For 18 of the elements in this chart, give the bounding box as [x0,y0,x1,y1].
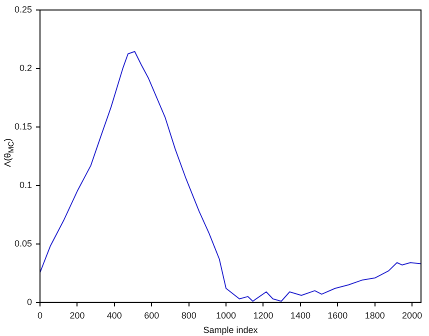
x-tick-label: 800 [181,310,196,320]
x-tick-label: 1000 [216,310,236,320]
x-tick-label: 400 [106,310,122,320]
y-tick-label: 0.05 [14,238,32,248]
x-tick-label: 1800 [364,310,385,320]
y-tick-label: 0.25 [14,4,32,14]
x-tick-label: 200 [70,310,85,320]
x-tick-label: 2000 [402,310,422,320]
x-tick-label: 1400 [290,310,310,320]
y-tick-label: 0 [26,296,32,307]
x-tick-label: 600 [144,310,160,320]
y-tick-label: 0.15 [14,121,32,132]
x-tick-label: 1200 [253,310,274,320]
y-tick-label: 0.2 [19,62,32,73]
x-axis-title: Sample index [203,325,258,336]
y-tick-label: 0.1 [19,180,32,190]
x-tick-label: 1600 [328,310,348,320]
x-tick-label: 0 [37,310,43,320]
